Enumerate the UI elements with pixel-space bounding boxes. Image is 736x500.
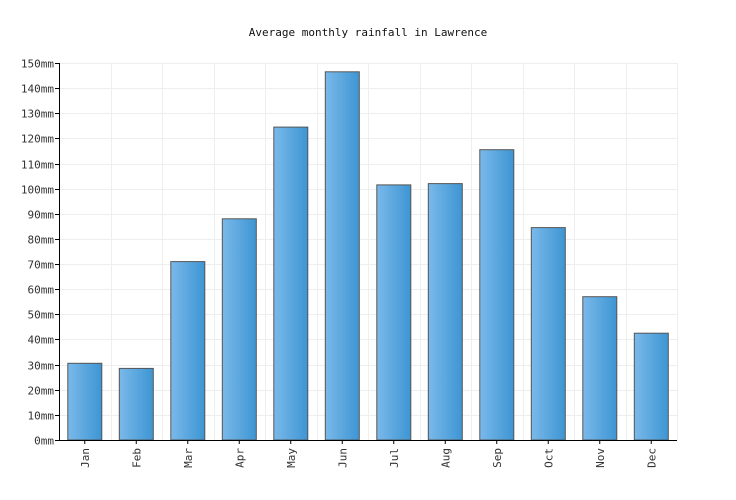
bars [67, 71, 669, 441]
y-tick-label: 110mm [21, 159, 54, 172]
y-tick-label: 80mm [28, 234, 55, 247]
x-tick-label: Feb [130, 448, 143, 468]
chart-title: Average monthly rainfall in Lawrence [249, 26, 487, 39]
y-tick-label: 0mm [34, 435, 54, 448]
x-tick-label: Jan [79, 448, 92, 468]
y-tick-label: 20mm [28, 385, 55, 398]
bar-sep [479, 149, 515, 441]
y-tick-label: 50mm [28, 309, 55, 322]
gridlines [59, 63, 678, 441]
x-tick-label: Jun [336, 448, 349, 468]
x-tick-label: Mar [182, 448, 195, 468]
y-tick-label: 10mm [28, 410, 55, 423]
x-tick-label: Sep [491, 448, 504, 468]
bar-aug [427, 183, 463, 441]
y-tick-label: 150mm [21, 58, 54, 71]
x-tick-label: Dec [645, 448, 658, 468]
x-tick-label: Nov [594, 448, 607, 468]
x-axis-ticks: Jan Feb Mar Apr May Jun Jul Aug Sep Oct Nov Dec [79, 440, 658, 468]
bar-apr [221, 218, 257, 441]
y-tick-label: 70mm [28, 259, 55, 272]
x-tick-label: Oct [542, 448, 555, 468]
bar-oct [530, 227, 566, 441]
y-tick-label: 30mm [28, 360, 55, 373]
x-tick-label: Apr [233, 448, 246, 468]
bar-dec [633, 332, 669, 441]
bar-feb [118, 367, 154, 441]
x-tick-label: May [285, 448, 298, 468]
bar-nov [582, 296, 618, 441]
x-tick-label: Jul [388, 448, 401, 468]
axes [59, 63, 677, 441]
y-tick-label: 130mm [21, 108, 54, 121]
bar-jul [376, 184, 412, 441]
y-tick-label: 140mm [21, 83, 54, 96]
y-tick-label: 90mm [28, 209, 55, 222]
x-tick-label: Aug [439, 448, 452, 468]
y-axis-ticks: 0mm 10mm 20mm 30mm 40mm 50mm 60mm 70mm 80mm 90mm 1… [21, 58, 59, 448]
bar-jun [324, 71, 360, 441]
y-tick-label: 60mm [28, 284, 55, 297]
bar-jan [67, 362, 103, 441]
bar-may [273, 126, 309, 441]
bar-mar [170, 261, 206, 441]
y-tick-label: 120mm [21, 133, 54, 146]
y-tick-label: 100mm [21, 184, 54, 197]
y-tick-label: 40mm [28, 334, 55, 347]
